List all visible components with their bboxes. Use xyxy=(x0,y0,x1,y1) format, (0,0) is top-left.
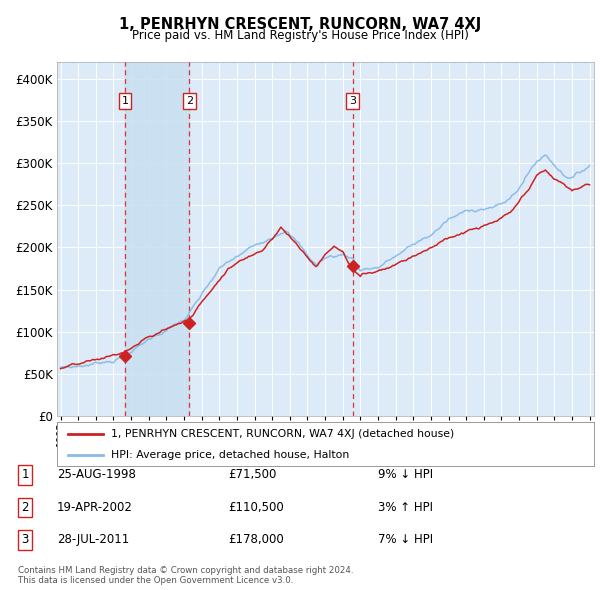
Text: 1: 1 xyxy=(121,96,128,106)
Text: 9% ↓ HPI: 9% ↓ HPI xyxy=(378,468,433,481)
Text: £178,000: £178,000 xyxy=(228,533,284,546)
Text: 28-JUL-2011: 28-JUL-2011 xyxy=(57,533,129,546)
Text: 1, PENRHYN CRESCENT, RUNCORN, WA7 4XJ (detached house): 1, PENRHYN CRESCENT, RUNCORN, WA7 4XJ (d… xyxy=(111,430,454,439)
Text: Price paid vs. HM Land Registry's House Price Index (HPI): Price paid vs. HM Land Registry's House … xyxy=(131,30,469,42)
Text: 19-APR-2002: 19-APR-2002 xyxy=(57,501,133,514)
Text: 3: 3 xyxy=(22,533,29,546)
Text: This data is licensed under the Open Government Licence v3.0.: This data is licensed under the Open Gov… xyxy=(18,576,293,585)
Text: £71,500: £71,500 xyxy=(228,468,277,481)
Text: 7% ↓ HPI: 7% ↓ HPI xyxy=(378,533,433,546)
Text: 2: 2 xyxy=(22,501,29,514)
Bar xyxy=(125,62,189,416)
Text: HPI: Average price, detached house, Halton: HPI: Average price, detached house, Halt… xyxy=(111,450,349,460)
Text: £110,500: £110,500 xyxy=(228,501,284,514)
Text: Contains HM Land Registry data © Crown copyright and database right 2024.: Contains HM Land Registry data © Crown c… xyxy=(18,566,353,575)
Text: 1, PENRHYN CRESCENT, RUNCORN, WA7 4XJ: 1, PENRHYN CRESCENT, RUNCORN, WA7 4XJ xyxy=(119,17,481,31)
Text: 25-AUG-1998: 25-AUG-1998 xyxy=(57,468,136,481)
Text: 3% ↑ HPI: 3% ↑ HPI xyxy=(378,501,433,514)
Text: 2: 2 xyxy=(185,96,193,106)
Text: 3: 3 xyxy=(349,96,356,106)
Text: 1: 1 xyxy=(22,468,29,481)
